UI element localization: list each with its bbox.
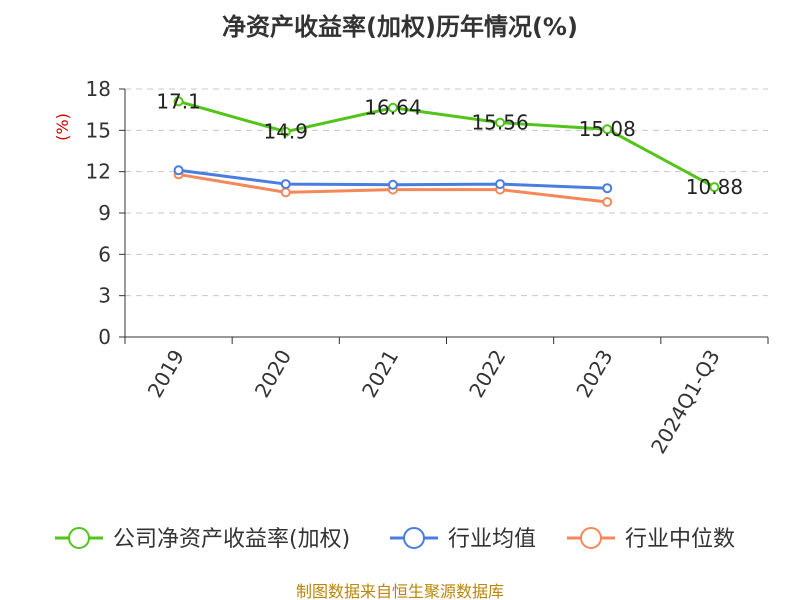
- grid-lines: [125, 88, 768, 297]
- data-label: 15.56: [471, 111, 528, 135]
- x-tick-label: 2023: [571, 346, 617, 402]
- series-points: [173, 96, 720, 207]
- data-point: [495, 117, 506, 128]
- data-labels: 17.1 14.9 16.64 15.56 15.08 10.88: [156, 89, 743, 199]
- data-point: [602, 183, 613, 194]
- data-label: 17.1: [156, 89, 201, 113]
- legend-label: 行业中位数: [625, 527, 735, 552]
- data-point: [602, 124, 613, 135]
- data-label: 15.08: [579, 117, 636, 141]
- y-tick-label: 12: [86, 160, 111, 184]
- legend-swatch-marker: [68, 527, 90, 549]
- y-tick-label: 18: [86, 77, 111, 101]
- legend-label: 公司净资产收益率(加权): [113, 527, 350, 552]
- data-point: [387, 179, 398, 190]
- data-point: [280, 179, 291, 190]
- data-point: [387, 102, 398, 113]
- x-tick-label: 2020: [250, 346, 296, 402]
- data-point: [280, 187, 291, 198]
- legend: 公司净资产收益率(加权) 行业均值 行业中位数: [55, 527, 735, 552]
- y-tick-label: 15: [86, 118, 111, 142]
- y-tick-label: 3: [98, 284, 111, 308]
- data-point: [495, 179, 506, 190]
- data-point: [173, 165, 184, 176]
- y-axis-label: (%): [53, 113, 72, 141]
- data-label: 14.9: [263, 120, 308, 144]
- y-tick-label: 9: [98, 201, 111, 225]
- data-point: [602, 196, 613, 207]
- y-tick-label: 0: [98, 325, 111, 349]
- legend-item[interactable]: 公司净资产收益率(加权): [55, 527, 350, 552]
- data-label: 10.88: [686, 175, 743, 199]
- x-tick-label: 2022: [464, 346, 510, 402]
- x-tick-label: 2019: [143, 346, 189, 402]
- legend-label: 行业均值: [448, 527, 536, 552]
- data-label: 16.64: [364, 96, 421, 120]
- legend-item[interactable]: 行业中位数: [567, 527, 735, 552]
- source-note: 制图数据来自恒生聚源数据库: [296, 582, 504, 600]
- chart-title: 净资产收益率(加权)历年情况(%): [222, 13, 578, 41]
- x-tick-label: 2024Q1-Q3: [646, 346, 725, 458]
- axes: [119, 88, 769, 344]
- y-tick-labels: 0 3 6 9 12 15 18: [86, 77, 111, 349]
- legend-item[interactable]: 行业均值: [390, 527, 536, 552]
- x-tick-labels: 2019 2020 2021 2022 2023 2024Q1-Q3: [143, 346, 725, 458]
- x-tick-label: 2021: [357, 346, 403, 402]
- legend-swatch-marker: [580, 527, 602, 549]
- y-tick-label: 6: [98, 242, 111, 266]
- data-point: [709, 182, 720, 193]
- data-point: [173, 96, 184, 107]
- data-point: [280, 126, 291, 137]
- legend-swatch-marker: [403, 527, 425, 549]
- series-line-0: [178, 99, 716, 189]
